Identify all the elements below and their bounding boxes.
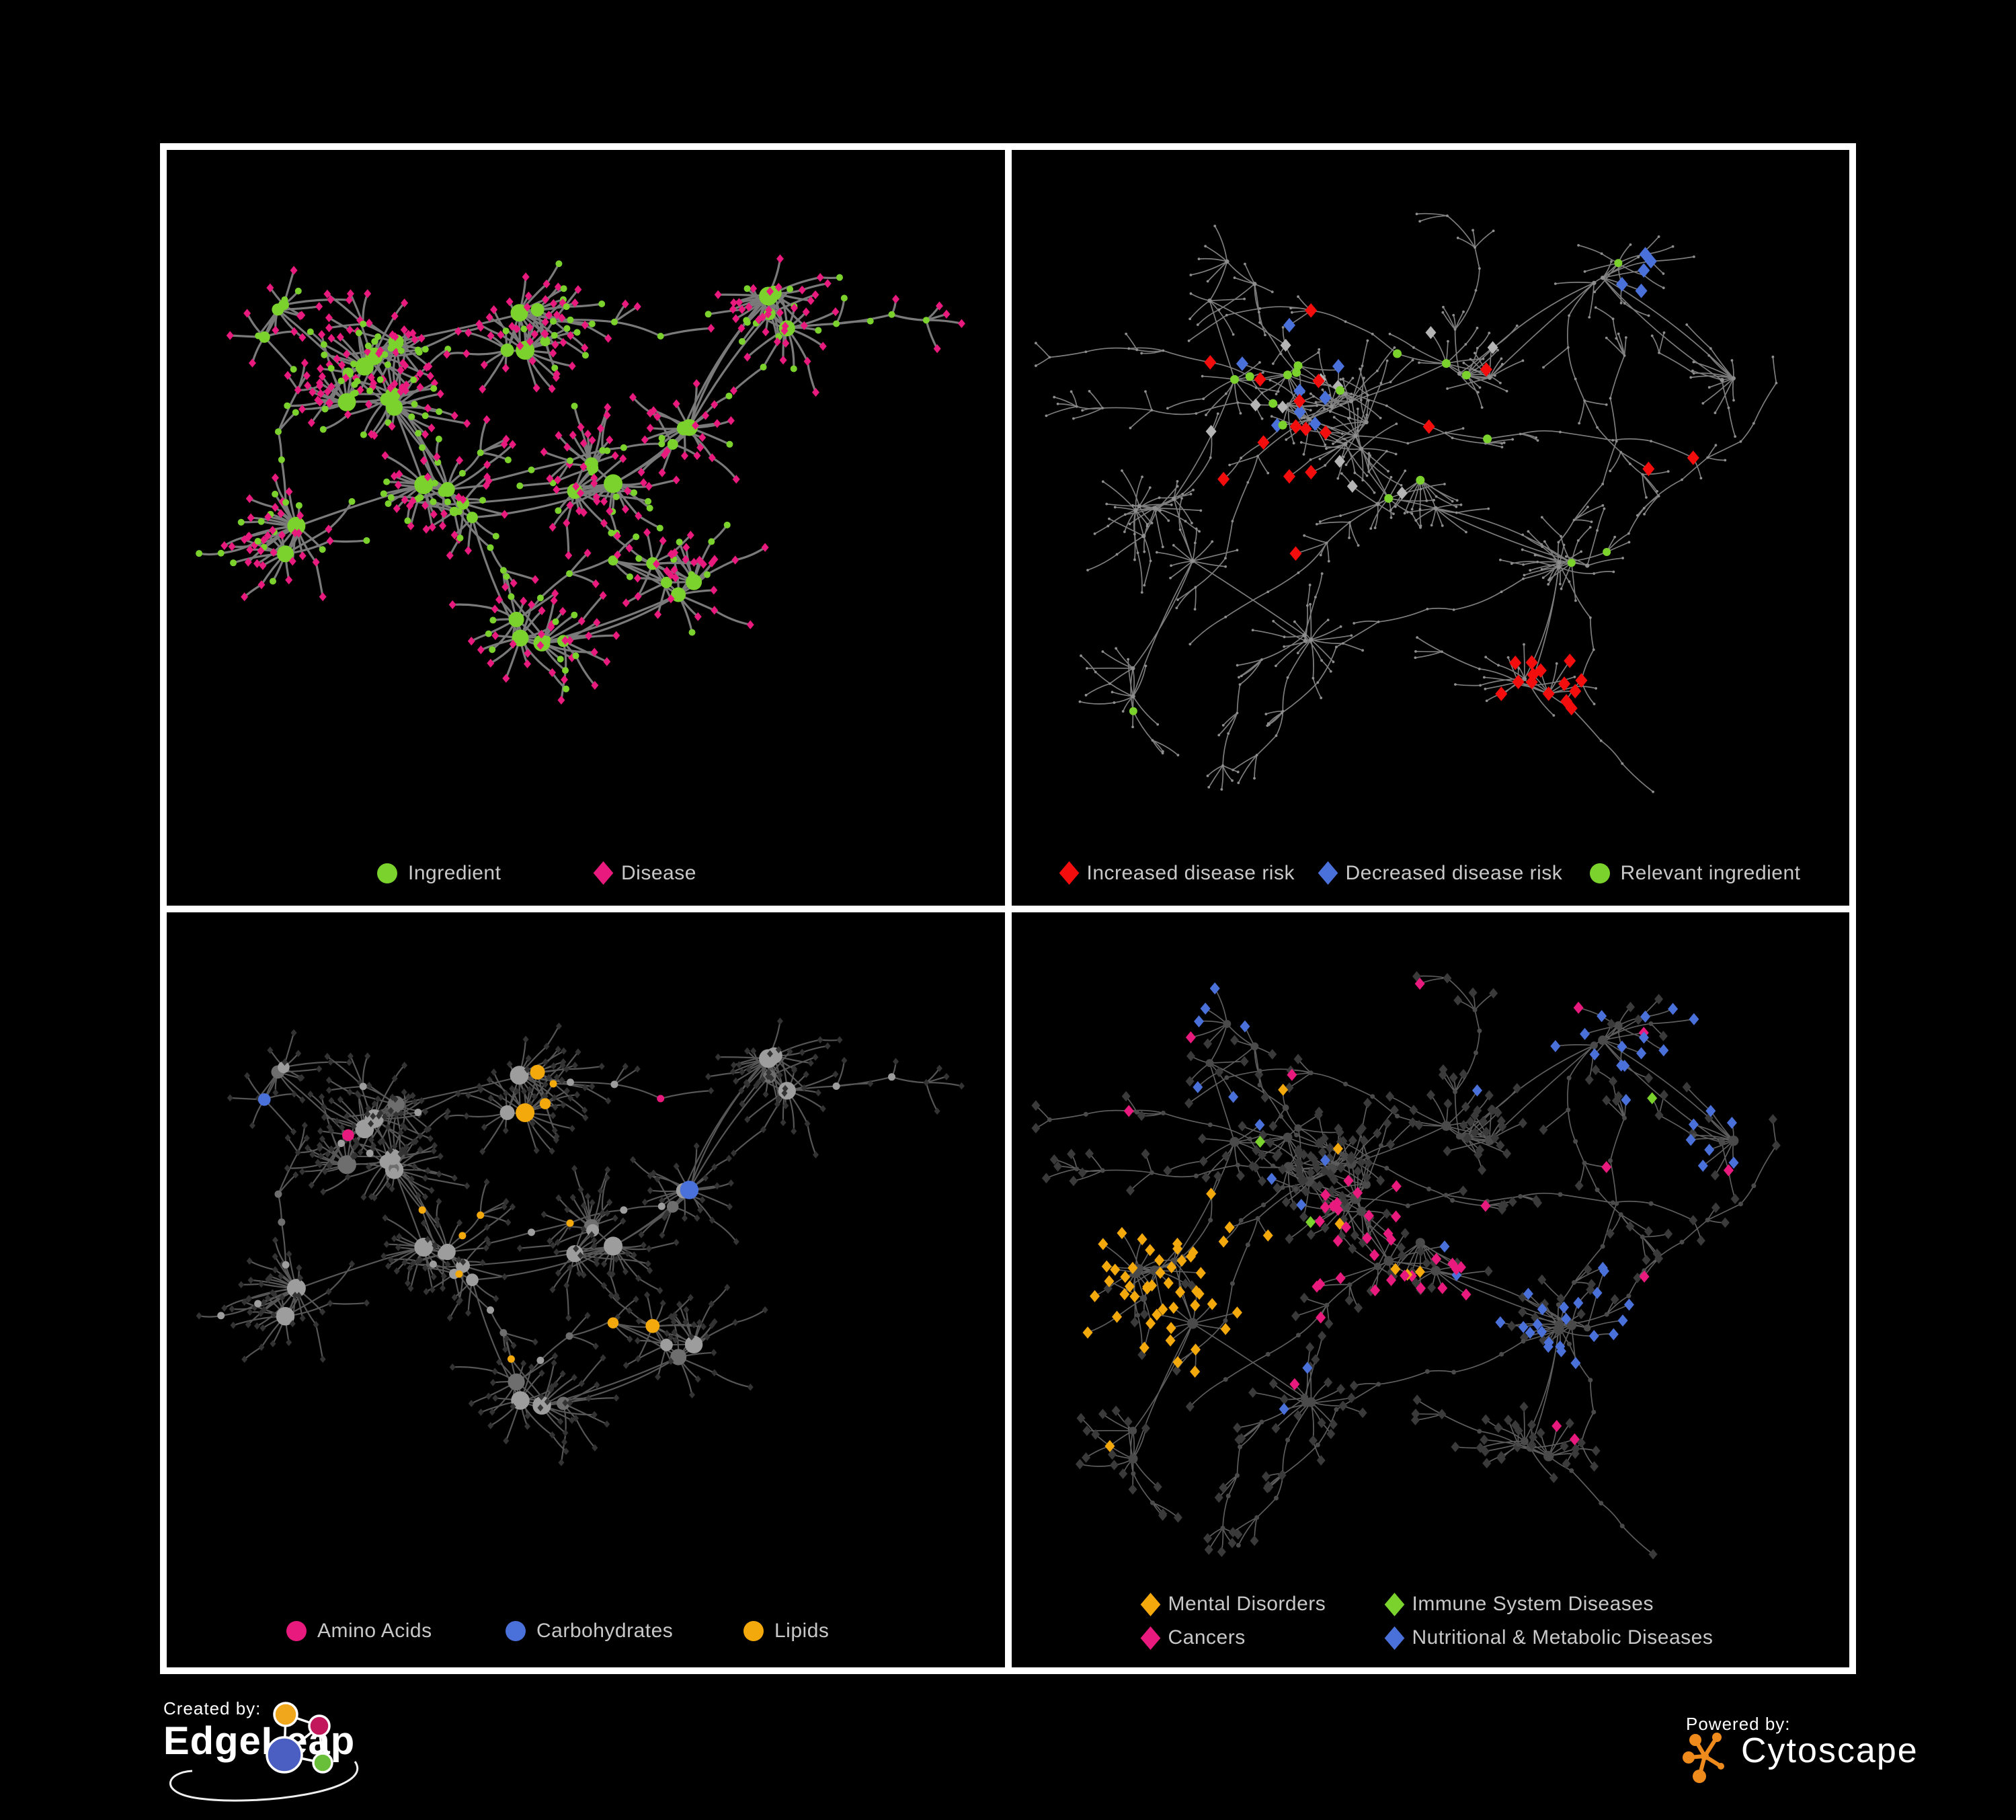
powered-by-label: Powered by:	[1686, 1714, 1791, 1734]
legend-item-immune-diseases: Immune System Diseases	[1384, 1592, 1654, 1616]
created-by-label: Created by:	[163, 1698, 261, 1718]
cancers-diamond-icon	[1140, 1626, 1160, 1650]
disease-risk-network-graph	[1034, 212, 1777, 793]
legend-item-carbohydrates: Carbohydrates	[506, 1619, 673, 1643]
carbohydrates-circle-icon	[506, 1621, 526, 1641]
legend-item-cancers: Cancers	[1140, 1626, 1246, 1650]
legend-label-decreased-risk: Decreased disease risk	[1345, 861, 1563, 884]
amino-acids-circle-icon	[286, 1621, 307, 1641]
immune-diseases-diamond-icon	[1384, 1592, 1404, 1616]
panel-disease-risk: Increased disease risk Decreased disease…	[1011, 150, 1849, 906]
cytoscape-logo-text: Cytoscape	[1741, 1731, 1919, 1770]
edgeleap-logo-icon	[169, 1702, 358, 1802]
legend-label-relevant-ingredient: Relevant ingredient	[1620, 861, 1801, 884]
ingredient-disease-network-graph	[196, 254, 965, 705]
legend-label-nutritional-diseases: Nutritional & Metabolic Diseases	[1412, 1626, 1713, 1649]
legend-label-lipids: Lipids	[774, 1620, 830, 1642]
panel-disease-classes: Mental Disorders Immune System Diseases …	[1011, 912, 1849, 1667]
macronutrient-network-graph	[196, 1017, 965, 1466]
panel-macronutrients: Amino Acids Carbohydrates Lipids	[167, 912, 1005, 1667]
legend-item-amino-acids: Amino Acids	[286, 1619, 432, 1643]
legend-label-amino-acids: Amino Acids	[317, 1620, 432, 1642]
legend-item-mental-disorders: Mental Disorders	[1140, 1592, 1326, 1616]
legend-label-cancers: Cancers	[1168, 1626, 1246, 1649]
ingredient-circle-icon	[377, 863, 397, 883]
legend-item-nutritional-diseases: Nutritional & Metabolic Diseases	[1384, 1626, 1713, 1650]
legend-item-decreased-risk: Decreased disease risk	[1318, 861, 1563, 885]
legend-item-ingredient: Ingredient	[377, 861, 501, 885]
panel-ingredient-disease: Ingredient Disease	[167, 150, 1005, 906]
increased-risk-diamond-icon	[1059, 861, 1079, 885]
legend-item-disease: Disease	[593, 861, 696, 885]
legend-label-disease: Disease	[621, 861, 696, 884]
relevant-ingredient-circle-icon	[1589, 863, 1610, 883]
disease-diamond-icon	[593, 861, 614, 885]
legend-label-carbohydrates: Carbohydrates	[536, 1620, 674, 1642]
legend-item-lipids: Lipids	[743, 1619, 829, 1643]
mental-disorders-diamond-icon	[1140, 1592, 1160, 1616]
legend-item-relevant-ingredient: Relevant ingredient	[1589, 861, 1801, 885]
legend-label-ingredient: Ingredient	[408, 861, 501, 884]
disease-class-network-graph	[1031, 970, 1781, 1560]
legend-label-mental-disorders: Mental Disorders	[1168, 1593, 1326, 1615]
legend-label-immune-diseases: Immune System Diseases	[1412, 1593, 1654, 1615]
legend-label-increased-risk: Increased disease risk	[1086, 861, 1295, 884]
cytoscape-logo-icon	[1683, 1733, 1724, 1783]
nutritional-diseases-diamond-icon	[1384, 1626, 1404, 1650]
decreased-risk-diamond-icon	[1318, 861, 1338, 885]
lipids-circle-icon	[743, 1621, 764, 1641]
legend-item-increased-risk: Increased disease risk	[1059, 861, 1295, 885]
panel-grid: Ingredient Disease Increased disease ris…	[160, 143, 1856, 1674]
